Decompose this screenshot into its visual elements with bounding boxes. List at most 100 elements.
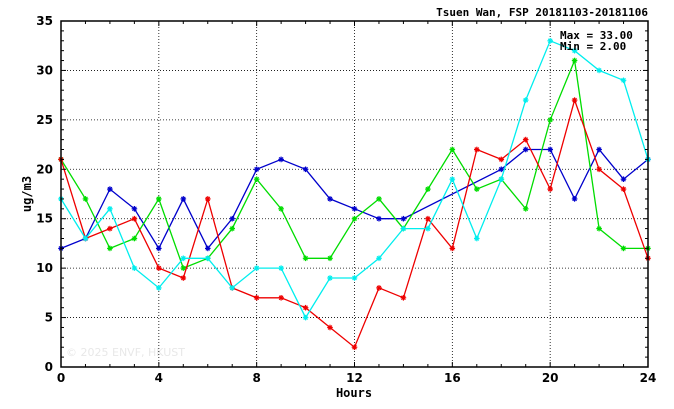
point-stroke	[156, 285, 162, 291]
point-stroke	[180, 265, 186, 271]
data-point	[180, 265, 187, 271]
point-stroke	[376, 216, 382, 222]
data-point	[547, 186, 554, 192]
grid	[61, 21, 648, 367]
data-point	[351, 215, 358, 222]
series-line	[60, 148, 649, 250]
point-stroke	[449, 147, 455, 152]
data-point	[571, 47, 578, 54]
point-stroke	[547, 38, 553, 44]
x-tick-label: 12	[346, 371, 363, 385]
data-point	[522, 97, 529, 103]
data-point	[620, 186, 627, 192]
point-stroke	[254, 176, 260, 182]
data-point	[327, 196, 333, 202]
point-stroke	[547, 147, 553, 152]
point-stroke	[596, 147, 602, 152]
y-tick-label: 15	[36, 212, 53, 226]
point-stroke	[498, 176, 504, 182]
data-point	[473, 186, 480, 192]
point-stroke	[156, 246, 162, 251]
point-stroke	[132, 236, 137, 241]
point-stroke	[352, 275, 357, 281]
data-point	[376, 215, 382, 222]
data-point	[229, 215, 235, 222]
data-point	[229, 225, 235, 232]
data-point	[498, 176, 505, 182]
data-point	[278, 156, 284, 163]
data-point	[180, 255, 187, 262]
point-stroke	[425, 216, 431, 222]
point-stroke	[449, 176, 455, 182]
point-stroke	[474, 186, 480, 192]
point-stroke	[621, 77, 626, 83]
data-point	[131, 206, 138, 212]
point-stroke	[327, 196, 333, 202]
data-point	[376, 285, 382, 291]
data-point	[107, 225, 113, 232]
data-point	[327, 255, 333, 262]
data-point	[107, 206, 113, 212]
point-stroke	[107, 206, 113, 212]
watermark: © 2025 ENVF, HKUST	[66, 346, 185, 359]
data-point	[473, 235, 480, 242]
data-point	[278, 265, 284, 271]
point-stroke	[229, 226, 235, 231]
point-stroke	[523, 206, 529, 212]
x-tick-label: 24	[640, 371, 657, 385]
point-stroke	[254, 166, 260, 172]
data-point	[522, 206, 529, 212]
data-point	[620, 77, 627, 84]
point-stroke	[376, 285, 382, 291]
point-stroke	[107, 226, 113, 231]
point-stroke	[352, 206, 357, 212]
data-point	[351, 344, 358, 351]
point-stroke	[254, 265, 260, 271]
data-point	[620, 176, 627, 182]
point-stroke	[303, 166, 308, 172]
point-stroke	[425, 226, 431, 231]
y-tick-label: 30	[36, 63, 53, 77]
point-stroke	[132, 206, 137, 212]
point-stroke	[523, 147, 529, 152]
point-stroke	[376, 196, 382, 202]
data-point	[522, 136, 529, 143]
data-point	[522, 146, 529, 153]
data-point	[278, 294, 284, 301]
y-tick-label: 5	[45, 311, 53, 325]
data-point	[302, 166, 309, 173]
x-tick-label: 16	[444, 371, 461, 385]
point-stroke	[572, 196, 577, 202]
data-point	[131, 235, 138, 242]
y-tick-label: 25	[36, 113, 53, 127]
data-point	[302, 304, 309, 311]
point-stroke	[498, 166, 504, 172]
point-stroke	[205, 246, 211, 251]
point-stroke	[327, 325, 333, 330]
point-stroke	[229, 285, 235, 291]
data-point	[156, 196, 162, 202]
data-point	[327, 324, 333, 331]
point-stroke	[107, 186, 113, 192]
point-stroke	[278, 295, 284, 301]
data-point	[449, 176, 456, 182]
data-point	[205, 255, 211, 262]
point-stroke	[621, 186, 626, 192]
data-point	[449, 146, 456, 153]
data-point	[278, 206, 284, 212]
data-point	[498, 166, 505, 173]
y-tick-label: 35	[36, 14, 53, 28]
point-stroke	[278, 157, 284, 162]
point-stroke	[327, 255, 333, 261]
data-point	[131, 215, 138, 222]
point-stroke	[156, 265, 162, 271]
series-line	[60, 58, 648, 269]
data-point	[82, 196, 89, 202]
point-stroke	[547, 186, 553, 192]
point-stroke	[352, 216, 357, 222]
max-annotation: Max = 33.00	[560, 29, 633, 42]
data-point	[571, 196, 578, 202]
data-point	[131, 265, 138, 271]
data-point	[351, 275, 358, 281]
